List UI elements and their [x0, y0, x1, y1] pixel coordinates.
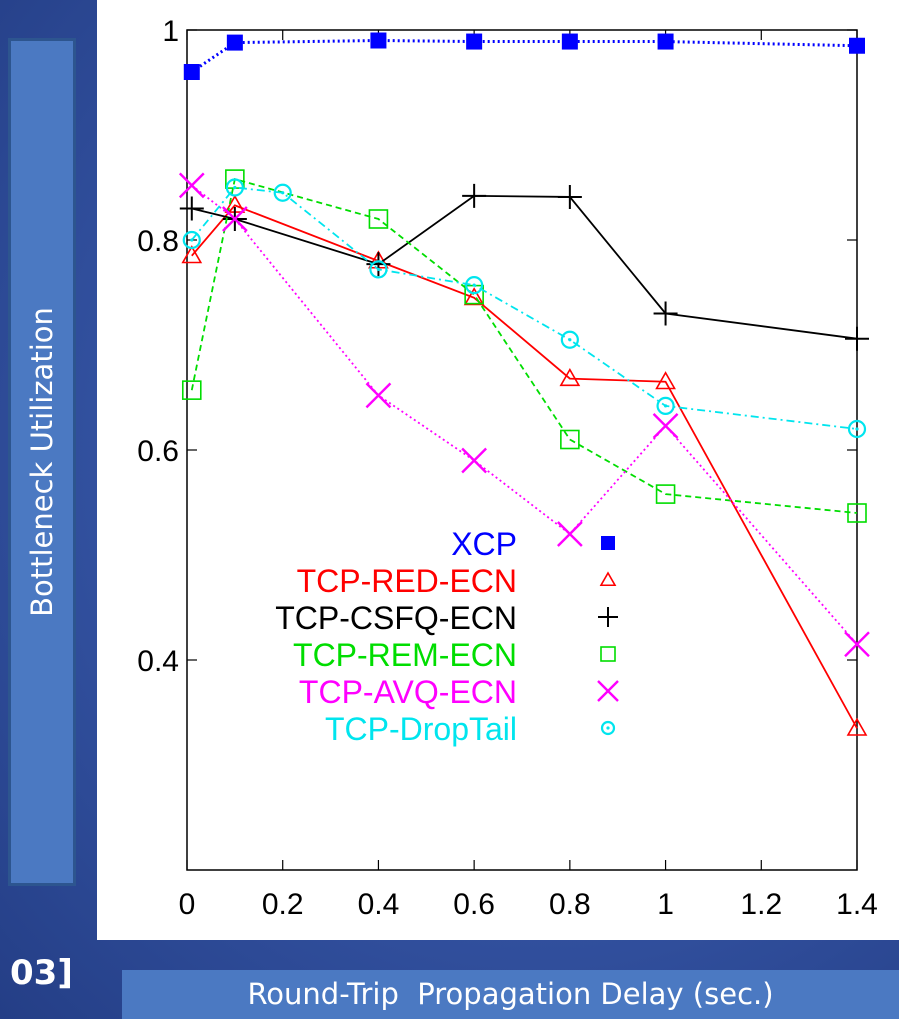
x-tick-label: 0.6 — [453, 888, 495, 921]
data-point-tcp-rem-ecn — [847, 503, 867, 523]
data-point-tcp-red-ecn — [559, 367, 581, 387]
y-axis-title: Bottleneck Utilization — [25, 307, 59, 617]
data-point-tcp-csfq-ecn — [557, 184, 582, 209]
data-point-tcp-red-ecn — [846, 717, 868, 736]
y-tick-label: 0.6 — [137, 435, 179, 468]
legend-marker-xcp — [601, 536, 615, 550]
data-point-tcp-csfq-ecn — [179, 196, 204, 221]
legend-label: TCP-RED-ECN — [297, 563, 517, 599]
x-tick-label: 0 — [179, 888, 196, 921]
data-point-tcp-avq-ecn — [461, 447, 487, 474]
series-line-tcp-rem-ecn — [190, 177, 858, 514]
data-point-tcp-rem-ecn — [181, 380, 202, 400]
data-point-tcp-csfq-ecn — [845, 326, 869, 351]
data-point-tcp-droptail-center — [233, 185, 237, 190]
y-tick-label: 0.4 — [137, 645, 179, 678]
data-point-tcp-avq-ecn — [178, 172, 205, 199]
data-point-tcp-avq-ecn — [222, 206, 248, 232]
data-point-tcp-csfq-ecn — [462, 183, 487, 208]
x-axis-title: Round-Trip Propagation Delay (sec.) — [247, 977, 774, 1011]
chart-panel: 0 0.2 0.4 0.6 0.8 1 1.2 1.4 0.4 0.6 0.8 1 XCP TCP-RED… — [97, 0, 899, 940]
data-point-tcp-droptail — [465, 276, 484, 295]
data-point-xcp — [849, 37, 865, 54]
x-tick-label: 0.2 — [262, 888, 304, 921]
legend-label: TCP-REM-ECN — [293, 637, 517, 673]
data-point-xcp — [466, 33, 483, 50]
data-point-xcp — [370, 32, 387, 49]
legend-marker-tcp-droptail — [600, 720, 616, 736]
data-point-tcp-droptail — [273, 183, 292, 202]
legend-label: TCP-CSFQ-ECN — [275, 600, 517, 636]
legend-marker-tcp-rem-ecn — [600, 646, 616, 662]
data-point-tcp-droptail — [560, 330, 579, 349]
data-point-tcp-droptail-center — [472, 283, 476, 287]
legend-marker-tcp-droptail-center — [606, 726, 610, 730]
series-line-tcp-avq-ecn — [191, 184, 858, 645]
data-point-tcp-droptail — [656, 396, 675, 415]
x-tick-label: 1 — [657, 888, 674, 921]
data-point-tcp-rem-ecn — [655, 484, 676, 504]
legend-marker-tcp-avq-ecn — [597, 680, 619, 702]
data-point-xcp — [561, 33, 578, 50]
data-point-tcp-red-ecn — [181, 245, 203, 264]
data-point-tcp-droptail — [225, 178, 244, 197]
y-axis-title-box: Bottleneck Utilization — [8, 38, 76, 886]
data-point-tcp-droptail — [847, 419, 867, 439]
data-point-tcp-avq-ecn — [652, 413, 679, 439]
line-chart: 0 0.2 0.4 0.6 0.8 1 1.2 1.4 0.4 0.6 0.8 1 XCPTCP-RED… — [137, 15, 878, 921]
data-point-tcp-droptail-center — [190, 238, 194, 242]
data-point-tcp-droptail — [369, 260, 388, 279]
series-line-tcp-red-ecn — [191, 204, 858, 729]
data-point-tcp-droptail-center — [376, 267, 381, 271]
series-line-tcp-csfq-ecn — [191, 194, 858, 340]
data-point-tcp-avq-ecn — [365, 382, 392, 409]
legend-label: XCP — [451, 526, 517, 562]
data-point-tcp-droptail-center — [855, 427, 859, 431]
data-point-xcp — [226, 34, 243, 51]
data-point-tcp-droptail-center — [568, 338, 572, 342]
x-tick-label: 0.4 — [358, 888, 400, 921]
data-point-tcp-csfq-ecn — [653, 301, 678, 326]
data-point-tcp-rem-ecn — [368, 209, 389, 229]
data-point-tcp-droptail-center — [281, 191, 285, 195]
data-point-tcp-avq-ecn — [844, 631, 870, 658]
legend-marker-tcp-red-ecn — [599, 571, 617, 587]
y-tick-label: 0.8 — [137, 225, 179, 258]
legend-label: TCP-AVQ-ECN — [299, 674, 517, 710]
data-point-tcp-droptail-center — [663, 404, 668, 408]
data-point-tcp-rem-ecn — [560, 429, 580, 450]
x-axis-title-box: Round-Trip Propagation Delay (sec.) — [122, 970, 899, 1019]
x-tick-label: 1.4 — [836, 888, 878, 921]
data-point-tcp-csfq-ecn — [366, 252, 391, 277]
data-point-tcp-droptail — [182, 230, 201, 250]
legend-label: TCP-DropTail — [325, 711, 517, 747]
y-tick-label: 1 — [162, 15, 179, 48]
plot-frame — [186, 29, 858, 871]
data-point-tcp-red-ecn — [463, 287, 485, 306]
slide-corner-text: 03] — [10, 953, 73, 993]
series-line-xcp — [190, 38, 858, 74]
legend-marker-tcp-csfq-ecn — [598, 607, 618, 627]
data-point-tcp-red-ecn — [655, 371, 676, 390]
data-point-xcp — [657, 33, 674, 50]
series-line-tcp-droptail — [191, 186, 858, 430]
data-point-xcp — [183, 64, 200, 80]
data-point-tcp-avq-ecn — [557, 521, 583, 547]
x-tick-label: 1.2 — [740, 888, 782, 921]
x-tick-label: 0.8 — [549, 888, 591, 921]
